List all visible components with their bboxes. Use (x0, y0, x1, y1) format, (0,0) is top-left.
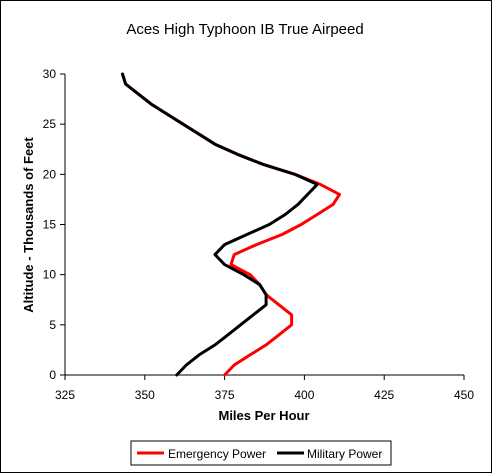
y-tick-label: 10 (43, 268, 57, 282)
x-tick-label: 425 (374, 388, 394, 402)
legend-label-military-power: Military Power (307, 447, 382, 461)
y-tick-label: 20 (43, 167, 57, 181)
y-tick-label: 5 (49, 318, 56, 332)
legend-box (130, 440, 392, 466)
series-line-emergency-power (121, 72, 341, 377)
chart-title: Aces High Typhoon IB True Airpeed (126, 21, 363, 38)
y-tick-label: 30 (43, 67, 57, 81)
y-tick-label: 15 (43, 218, 57, 232)
legend: Emergency Power Military Power (130, 440, 392, 466)
y-axis-label: Altitude - Thousands of Feet (21, 137, 36, 313)
x-tick-label: 450 (454, 388, 474, 402)
y-tick-label: 0 (49, 368, 56, 382)
x-axis-label: Miles Per Hour (218, 408, 309, 423)
legend-label-emergency-power: Emergency Power (168, 447, 266, 461)
series-layer (121, 72, 341, 377)
x-tick-label: 325 (55, 388, 75, 402)
x-tick-label: 400 (294, 388, 314, 402)
x-tick-label: 350 (135, 388, 155, 402)
x-tick-label: 375 (215, 388, 235, 402)
axes: 0 5 10 15 20 25 30 325 350 375 400 425 450 (43, 67, 475, 402)
y-tick-label: 25 (43, 117, 57, 131)
series-line-military-power (121, 72, 319, 377)
